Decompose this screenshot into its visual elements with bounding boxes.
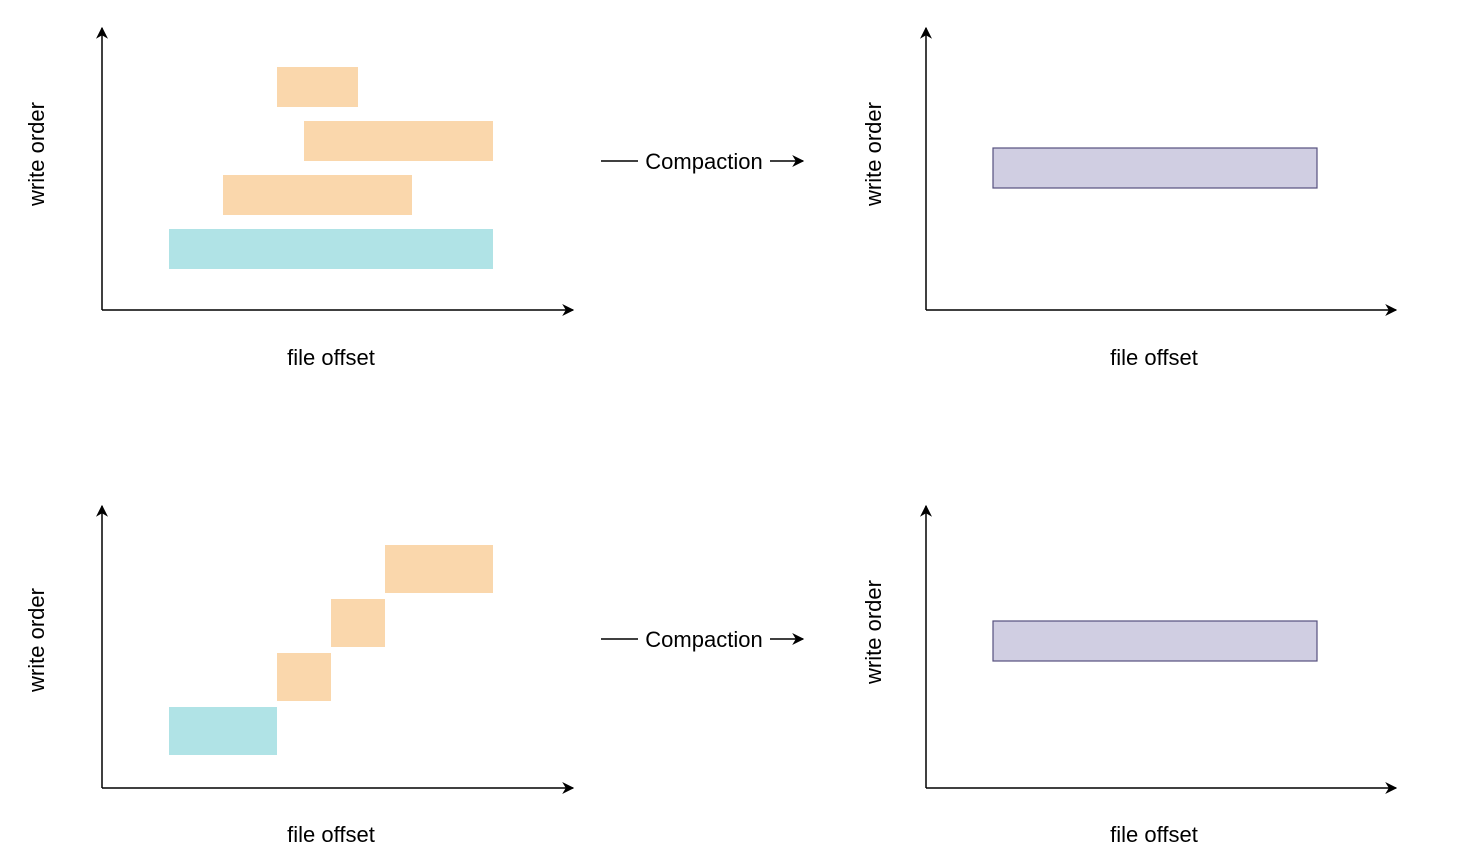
write-block-3: [223, 175, 412, 215]
row-2: file offset write order Compaction file …: [24, 504, 1398, 847]
base-write-block: [169, 229, 493, 269]
compaction-transition-2: Compaction: [601, 627, 805, 652]
after-panel-1: file offset write order: [861, 26, 1398, 370]
x-axis-label: file offset: [287, 822, 375, 847]
y-axis-label: write order: [24, 102, 49, 207]
write-block-1: [385, 545, 493, 593]
x-axis-label: file offset: [1110, 822, 1198, 847]
after-panel-2: file offset write order: [861, 504, 1398, 847]
write-block-2: [331, 599, 385, 647]
x-axis-label: file offset: [1110, 345, 1198, 370]
compaction-transition-1: Compaction: [601, 149, 805, 174]
compaction-label: Compaction: [645, 627, 762, 652]
write-block-2: [304, 121, 493, 161]
write-block-3: [277, 653, 331, 701]
compacted-block: [992, 147, 1318, 189]
compacted-block: [992, 620, 1318, 662]
compaction-label: Compaction: [645, 149, 762, 174]
before-panel-1: file offset write order: [24, 26, 575, 370]
write-block-1: [277, 67, 358, 107]
before-panel-2: file offset write order: [24, 504, 575, 847]
y-axis-label: write order: [24, 588, 49, 693]
base-write-block: [169, 707, 277, 755]
y-axis-label: write order: [861, 102, 886, 207]
y-axis-label: write order: [861, 580, 886, 685]
x-axis-label: file offset: [287, 345, 375, 370]
row-1: file offset write order Compaction file …: [24, 26, 1398, 370]
